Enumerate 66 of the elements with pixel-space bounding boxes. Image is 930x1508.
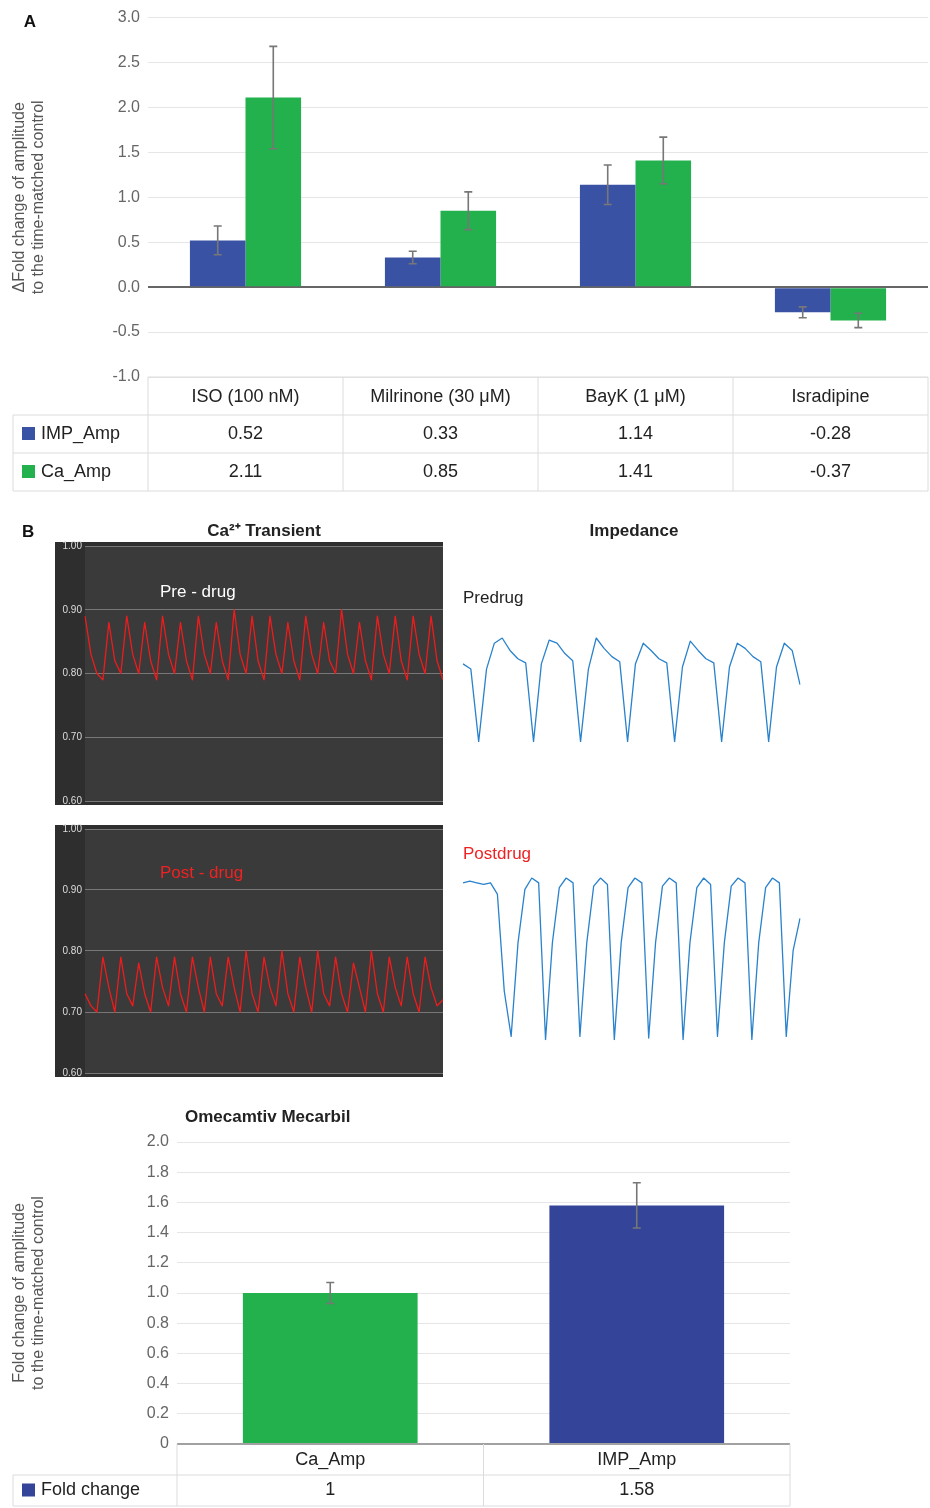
y-tick-label: 0.6 [146,1343,170,1361]
y-tick-label: -0.5 [112,322,141,340]
chart-title: Impedance [589,520,679,540]
y-tick-label: 1.5 [117,142,141,160]
data-label: 2.11 [228,460,263,481]
bar [245,97,302,287]
text: Predrug [463,587,524,607]
y-tick-label: 1.4 [146,1223,170,1241]
annotation: Pre - drug [160,581,236,601]
y-tick-label: 2.0 [117,97,141,115]
y-tick-label: 1.00 [62,822,83,834]
data-label: 0.33 [422,422,459,443]
bar [635,160,692,287]
data-label: 1.58 [619,1479,655,1500]
bar [384,257,441,287]
y-tick-label: 0.2 [146,1404,170,1422]
chart-title: Ca²⁺ Transient [207,520,322,540]
y-tick-label: 0.70 [62,1005,83,1017]
data-label: 0.85 [422,460,459,481]
x-tick-label: Milrinone (30 μM) [370,385,511,406]
text: B [22,521,35,541]
x-tick-label: ISO (100 nM) [191,385,300,406]
y-axis-title: ΔFold change of amplitude to the time-matched control [10,100,47,295]
y-tick-label: 0.8 [146,1313,170,1331]
y-tick-label: 0 [160,1434,170,1452]
data-label: 1 [325,1479,336,1500]
y-tick-label: 0.0 [117,277,141,295]
y-tick-label: 1.2 [146,1253,170,1271]
legend-label: Ca_Amp [41,460,112,482]
y-tick-label: -1.0 [112,367,141,385]
y-tick-label: 0.80 [62,944,83,956]
x-tick-label: Isradipine [791,385,870,406]
bar [189,240,246,287]
y-tick-label: 0.90 [62,603,83,615]
bar [440,210,497,287]
data-label: -0.28 [809,422,852,443]
y-tick-label: 0.90 [62,883,83,895]
y-tick-label: 0.60 [62,794,83,806]
y-tick-label: 2.5 [117,52,141,70]
y-tick-label: 1.0 [117,187,141,205]
text: Postdrug [463,843,532,863]
y-tick-label: 2.0 [146,1132,170,1150]
bar [774,288,831,313]
data-label: 1.41 [617,460,654,481]
y-tick-label: 3.0 [117,8,141,26]
y-axis-title: Fold change of amplitude to the time-matched control [10,1196,47,1390]
y-tick-label: 0.60 [62,1066,83,1078]
y-tick-label: 0.5 [117,232,141,250]
y-tick-label: 0.70 [62,731,83,742]
x-tick-label: BayK (1 μM) [585,385,686,406]
chart-title: Omecamtiv Mecarbil [185,1106,351,1126]
bar [830,288,887,321]
bar [579,184,636,287]
data-label: 0.52 [227,422,264,443]
data-label: -0.37 [809,460,852,481]
legend-label: Fold change [41,1479,141,1500]
annotation: Post - drug [160,862,244,882]
y-tick-label: 1.00 [62,539,83,551]
y-tick-label: 1.8 [146,1162,170,1180]
y-tick-label: 1.6 [146,1192,170,1210]
y-tick-label: 0.4 [146,1374,170,1392]
data-label: 1.14 [617,422,654,443]
y-tick-label: 0.80 [62,667,83,679]
legend-label: IMP_Amp [41,422,121,444]
text: A [23,11,37,31]
y-tick-label: 1.0 [146,1283,170,1301]
